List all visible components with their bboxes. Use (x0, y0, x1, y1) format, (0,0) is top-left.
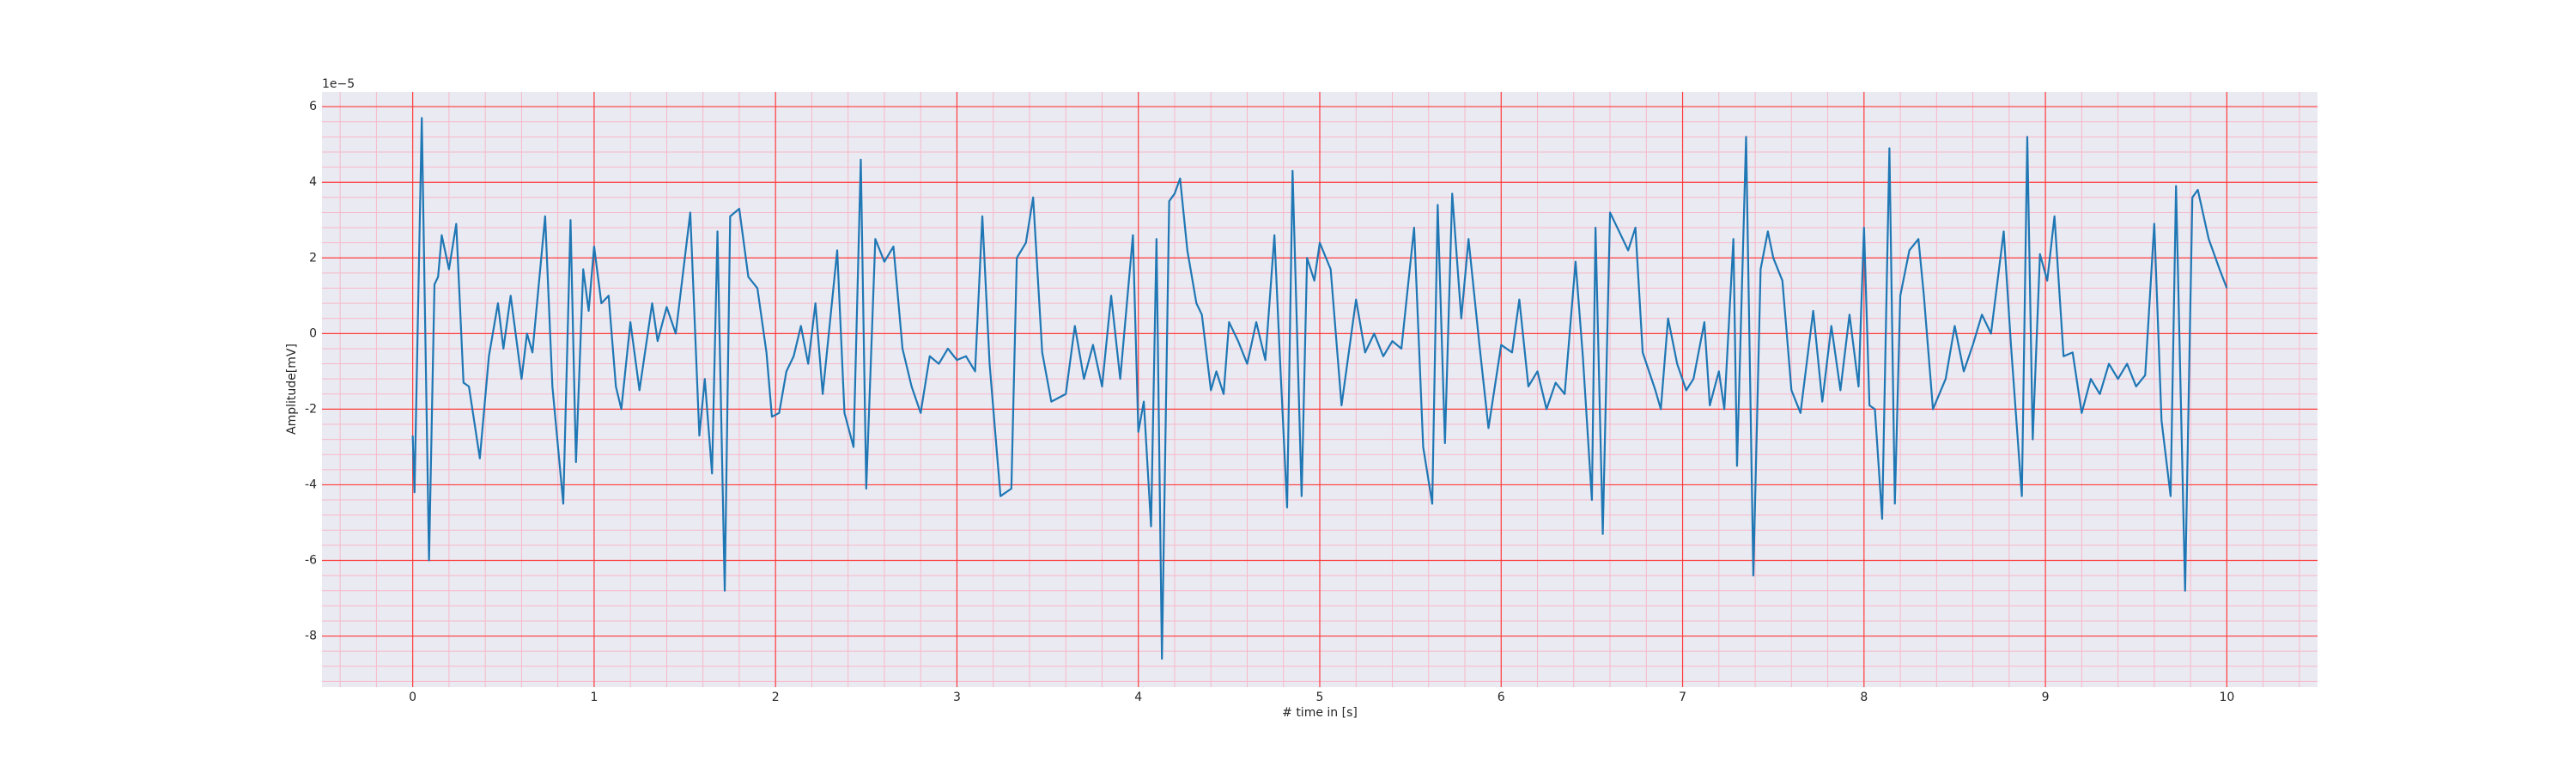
x-tick-label: 4 (1134, 691, 1142, 704)
x-tick-label: 0 (409, 691, 416, 704)
x-tick-label: 6 (1498, 691, 1505, 704)
y-tick-label: 6 (309, 100, 317, 113)
y-axis-label: Amplitude[mV] (285, 344, 299, 435)
x-tick-label: 9 (2042, 691, 2050, 704)
y-tick-label: 0 (309, 326, 317, 340)
x-tick-label: 3 (953, 691, 961, 704)
y-tick-label: 2 (309, 251, 317, 265)
y-offset-text: 1e−5 (322, 77, 355, 91)
y-tick-label: -2 (305, 402, 317, 416)
y-tick-label: -6 (305, 554, 317, 568)
x-tick-label: 7 (1679, 691, 1686, 704)
x-tick-label: 8 (1860, 691, 1868, 704)
y-tick-label: -8 (305, 630, 317, 643)
x-axis-label: # time in [s] (1282, 706, 1358, 720)
y-tick-label: -4 (305, 478, 317, 491)
x-tick-label: 2 (772, 691, 780, 704)
x-tick-label: 1 (590, 691, 598, 704)
x-tick-label: 10 (2219, 691, 2234, 704)
y-tick-label: 4 (309, 175, 317, 189)
signal-line (411, 117, 2228, 660)
x-tick-label: 5 (1316, 691, 1324, 704)
